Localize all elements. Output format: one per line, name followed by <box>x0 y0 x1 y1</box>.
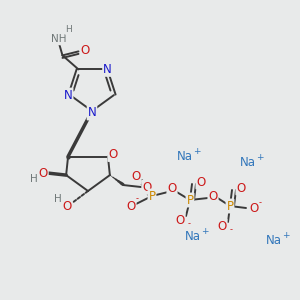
Text: O: O <box>131 170 141 184</box>
Text: +: + <box>193 148 201 157</box>
Text: O: O <box>62 200 72 212</box>
Text: Na: Na <box>185 230 201 244</box>
Text: O: O <box>236 182 246 194</box>
Text: Na: Na <box>240 155 256 169</box>
Text: O: O <box>208 190 217 202</box>
Text: N: N <box>88 106 96 119</box>
Text: -: - <box>188 220 190 229</box>
Text: NH: NH <box>51 34 66 44</box>
Text: O: O <box>38 167 48 180</box>
Text: O: O <box>196 176 206 188</box>
Text: P: P <box>148 190 155 202</box>
Text: +: + <box>282 230 290 239</box>
Text: N: N <box>64 88 73 102</box>
Text: O: O <box>167 182 177 196</box>
Text: O: O <box>142 181 152 194</box>
Text: H: H <box>30 174 38 184</box>
Text: O: O <box>176 214 184 226</box>
Text: Na: Na <box>177 151 193 164</box>
Text: P: P <box>226 200 233 212</box>
Text: O: O <box>108 148 118 161</box>
Text: H: H <box>65 25 72 34</box>
Text: -: - <box>259 199 262 208</box>
Text: +: + <box>256 152 264 161</box>
Text: H: H <box>54 194 62 204</box>
Text: -: - <box>230 226 232 235</box>
Text: O: O <box>81 44 90 57</box>
Text: N: N <box>103 63 112 76</box>
Text: P: P <box>187 194 194 206</box>
Text: O: O <box>126 200 136 212</box>
Text: -: - <box>136 194 139 203</box>
Text: O: O <box>218 220 226 232</box>
Text: +: + <box>201 227 209 236</box>
Text: Na: Na <box>266 233 282 247</box>
Text: O: O <box>249 202 259 214</box>
